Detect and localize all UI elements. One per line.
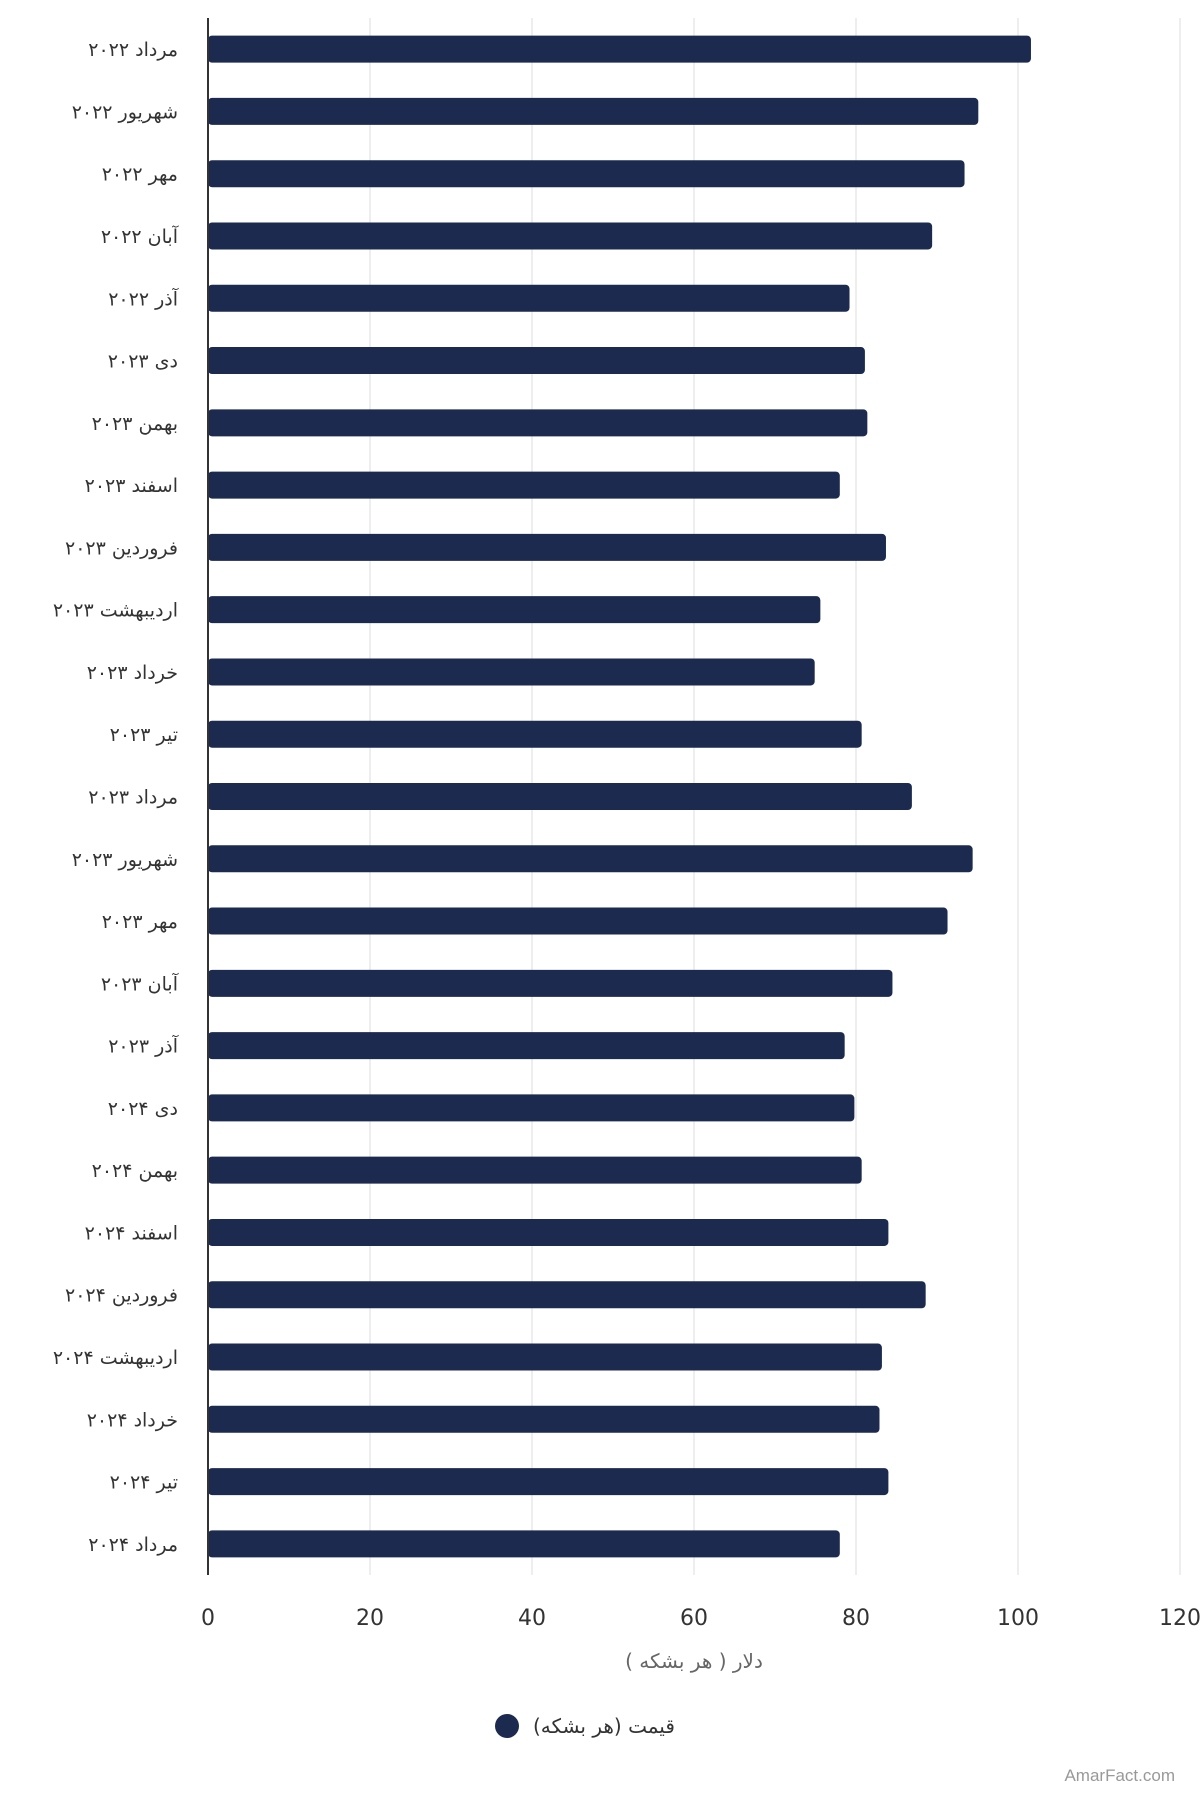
- category-label: مهر ۲۰۲۳: [102, 911, 178, 933]
- bar[interactable]: [208, 1032, 845, 1060]
- bar[interactable]: [208, 35, 1031, 63]
- bar[interactable]: [208, 533, 886, 561]
- source-credit: AmarFact.com: [1064, 1766, 1175, 1785]
- x-tick-label: 120: [1159, 1606, 1200, 1631]
- x-tick-label: 60: [680, 1606, 708, 1631]
- category-label: بهمن ۲۰۲۴: [92, 1160, 178, 1182]
- bar[interactable]: [208, 783, 912, 810]
- bar[interactable]: [208, 720, 862, 748]
- category-label: آبان ۲۰۲۲: [101, 224, 179, 248]
- legend-label: قیمت (هر بشکه): [533, 1714, 675, 1738]
- category-label: بهمن ۲۰۲۳: [92, 413, 178, 435]
- category-label: آذر ۲۰۲۳: [108, 1034, 179, 1058]
- bar[interactable]: [208, 658, 815, 686]
- bar[interactable]: [208, 1343, 882, 1371]
- x-tick-labels: 0 20 40 60 80 100 120: [201, 1606, 1200, 1631]
- category-label: اسفند ۲۰۲۳: [85, 475, 178, 497]
- category-label: شهریور ۲۰۲۲: [72, 101, 178, 123]
- x-tick-label: 0: [201, 1606, 215, 1631]
- bar[interactable]: [208, 409, 868, 437]
- category-label: اردیبهشت ۲۰۲۴: [53, 1347, 178, 1369]
- bar[interactable]: [208, 1094, 855, 1122]
- category-label: فروردین ۲۰۲۳: [65, 537, 178, 559]
- x-tick-label: 40: [518, 1606, 546, 1631]
- x-tick-label: 100: [997, 1606, 1039, 1631]
- bar[interactable]: [208, 1530, 840, 1558]
- bar[interactable]: [208, 1468, 889, 1496]
- x-axis-title: دلار ( هر بشکه ): [625, 1649, 763, 1673]
- bar[interactable]: [208, 471, 840, 499]
- category-label: فروردین ۲۰۲۴: [65, 1285, 178, 1307]
- category-label: تیر ۲۰۲۴: [110, 1472, 178, 1494]
- bar[interactable]: [208, 284, 850, 312]
- category-label: مرداد ۲۰۲۴: [88, 1534, 178, 1556]
- category-label: خرداد ۲۰۲۳: [87, 662, 178, 684]
- bar[interactable]: [208, 596, 821, 624]
- category-label: آبان ۲۰۲۳: [101, 971, 179, 995]
- bar[interactable]: [208, 907, 948, 935]
- x-tick-label: 20: [356, 1606, 384, 1631]
- bar[interactable]: [208, 222, 933, 250]
- category-label: خرداد ۲۰۲۴: [87, 1409, 178, 1431]
- category-label: مرداد ۲۰۲۳: [88, 787, 178, 809]
- bar[interactable]: [208, 1156, 862, 1184]
- bar[interactable]: [208, 97, 979, 125]
- category-labels: مرداد ۲۰۲۲ شهریور ۲۰۲۲ مهر ۲۰۲۲ آبان ۲۰۲۲ آذ…: [53, 39, 179, 1556]
- legend[interactable]: قیمت (هر بشکه): [495, 1714, 675, 1738]
- bar[interactable]: [208, 1281, 926, 1309]
- category-label: مهر ۲۰۲۲: [102, 164, 178, 186]
- category-label: مرداد ۲۰۲۲: [88, 39, 178, 61]
- category-label: تیر ۲۰۲۳: [110, 724, 178, 746]
- category-label: شهریور ۲۰۲۳: [72, 849, 178, 871]
- x-tick-label: 80: [842, 1606, 870, 1631]
- category-label: آذر ۲۰۲۲: [108, 286, 179, 310]
- category-label: اردیبهشت ۲۰۲۳: [53, 600, 178, 622]
- bar[interactable]: [208, 1405, 880, 1433]
- bar[interactable]: [208, 845, 973, 873]
- bar[interactable]: [208, 1218, 889, 1246]
- bar[interactable]: [208, 347, 865, 375]
- bar[interactable]: [208, 160, 965, 188]
- bars: [208, 35, 1031, 1558]
- category-label: دی ۲۰۲۴: [108, 1098, 178, 1120]
- category-label: دی ۲۰۲۳: [108, 351, 178, 373]
- legend-swatch-icon: [495, 1714, 519, 1738]
- category-label: اسفند ۲۰۲۴: [85, 1222, 178, 1244]
- bar[interactable]: [208, 969, 893, 997]
